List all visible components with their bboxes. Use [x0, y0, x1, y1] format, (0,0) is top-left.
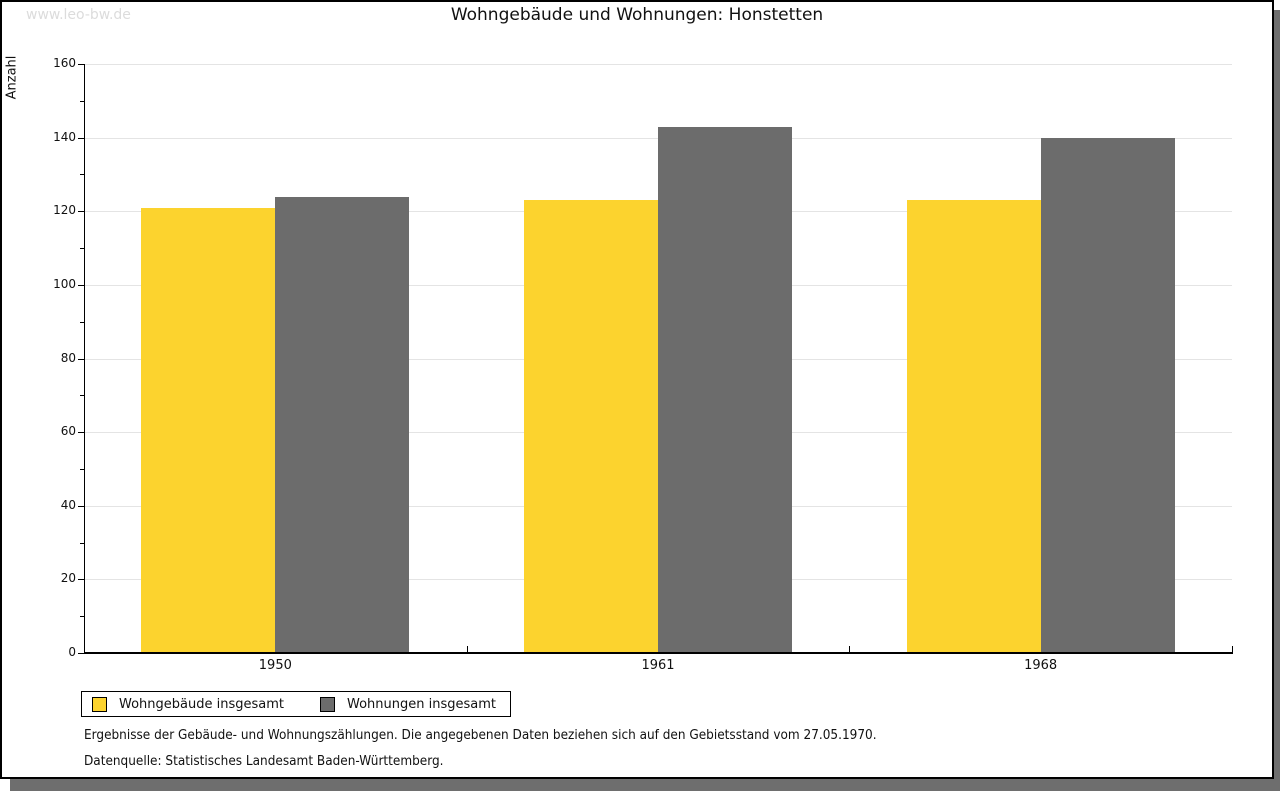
y-major-tick [78, 653, 84, 654]
y-major-tick [78, 137, 84, 139]
x-axis-line [84, 652, 1233, 654]
y-tick-label: 140 [53, 129, 76, 144]
y-minor-tick [80, 395, 84, 397]
y-minor-tick [80, 616, 84, 618]
y-major-tick [78, 284, 84, 286]
y-major-tick [78, 64, 84, 65]
y-major-tick [78, 579, 84, 581]
y-tick-label: 120 [53, 203, 76, 218]
x-category-label: 1968 [1024, 658, 1058, 673]
y-minor-tick [80, 248, 84, 250]
legend-label: Wohnungen insgesamt [347, 696, 496, 712]
y-minor-tick [80, 321, 84, 323]
legend-item-wohngebaeude: Wohngebäude insgesamt [92, 696, 284, 712]
y-axis-line [84, 64, 85, 653]
plot-area [84, 64, 1232, 653]
bar-wohngebaeude-1968 [906, 200, 1041, 653]
watermark-text: www.leo-bw.de [26, 7, 131, 23]
footer-note: Ergebnisse der Gebäude- und Wohnungszähl… [84, 728, 877, 743]
bar-wohngebaeude-1950 [141, 207, 276, 653]
legend-item-wohnungen: Wohnungen insgesamt [320, 696, 496, 712]
footer-source: Datenquelle: Statistisches Landesamt Bad… [84, 754, 444, 769]
legend-swatch-icon [92, 696, 107, 712]
y-major-tick [78, 211, 84, 213]
bar-wohngebaeude-1961 [524, 200, 658, 653]
y-tick-label: 160 [53, 56, 76, 70]
chart-title: Wohngebäude und Wohnungen: Honstetten [450, 5, 824, 25]
y-major-tick [78, 505, 84, 507]
legend-label: Wohngebäude insgesamt [119, 696, 284, 712]
y-axis-label: Anzahl [4, 55, 20, 100]
y-minor-tick [80, 542, 84, 544]
y-gridline [84, 64, 1232, 65]
y-tick-label: 0 [68, 645, 76, 659]
bar-wohnungen-1968 [1040, 137, 1175, 653]
bar-wohnungen-1950 [275, 196, 410, 653]
y-tick-label: 100 [53, 276, 76, 291]
y-minor-tick [80, 468, 84, 470]
legend-swatch-icon [320, 696, 335, 712]
y-minor-tick [80, 100, 84, 102]
x-boundary-tick [849, 646, 851, 652]
bar-wohnungen-1961 [658, 126, 792, 653]
y-minor-tick [80, 174, 84, 176]
chart-legend: Wohngebäude insgesamt Wohnungen insgesamt [81, 691, 511, 717]
y-tick-label: 80 [60, 350, 76, 365]
y-major-tick [78, 358, 84, 360]
y-tick-label: 20 [60, 571, 76, 586]
x-boundary-tick [1232, 646, 1233, 652]
x-category-label: 1950 [258, 658, 292, 673]
y-tick-label: 60 [60, 424, 76, 439]
y-tick-label: 40 [60, 497, 76, 512]
y-major-tick [78, 432, 84, 434]
x-boundary-tick [466, 646, 468, 652]
x-category-label: 1961 [641, 658, 675, 673]
